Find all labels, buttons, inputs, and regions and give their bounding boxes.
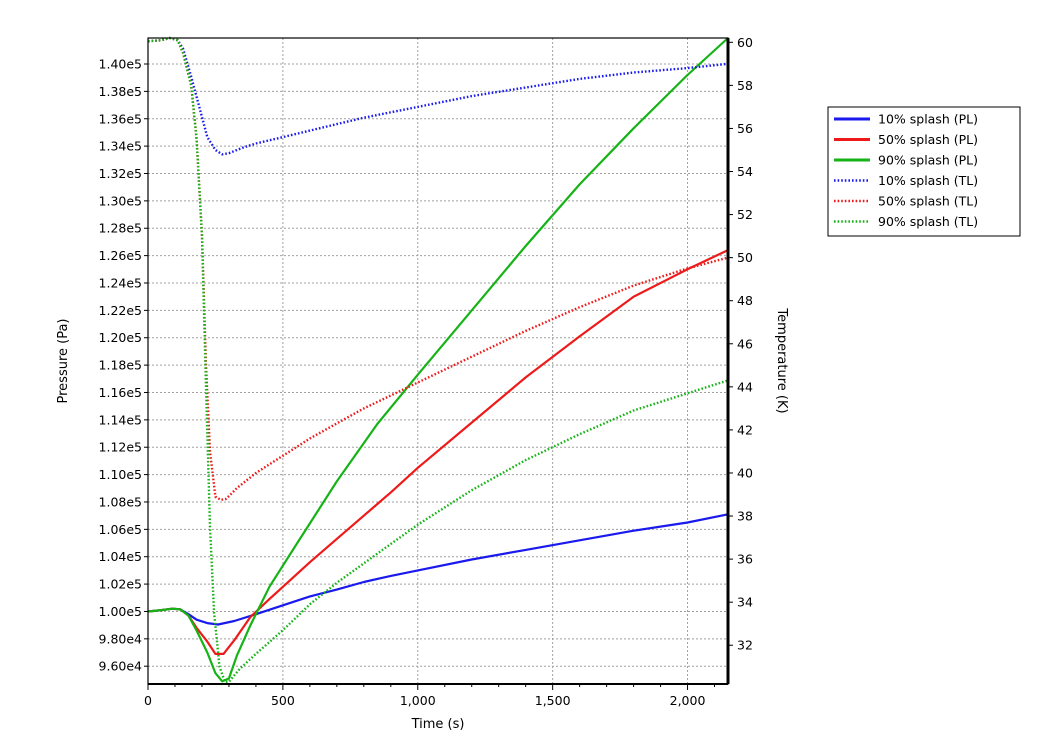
legend: 10% splash (PL) 50% splash (PL) 90% splash… bbox=[827, 106, 1021, 237]
y-tick-label: 1.16e5 bbox=[99, 385, 142, 400]
y2-tick-label: 54 bbox=[737, 164, 753, 179]
y-tick-label: 1.26e5 bbox=[99, 248, 142, 263]
y-tick-label: 1.18e5 bbox=[99, 358, 142, 373]
x-tick-label: 500 bbox=[271, 693, 295, 708]
y-tick-label: 1.14e5 bbox=[99, 412, 142, 427]
y-tick-label: 1.32e5 bbox=[99, 166, 142, 181]
legend-label-1: 10% splash (PL) bbox=[878, 112, 978, 127]
y-tick-label: 1.30e5 bbox=[99, 193, 142, 208]
series-line-6 bbox=[147, 36, 729, 683]
y-axis-title: Pressure (Pa) bbox=[56, 318, 71, 403]
y2-tick-label: 32 bbox=[737, 638, 753, 653]
y-tick-label: 9.80e4 bbox=[99, 631, 143, 646]
y2-tick-label: 48 bbox=[737, 293, 753, 308]
y2-tick-label: 38 bbox=[737, 509, 753, 524]
x-axis-title: Time (s) bbox=[411, 717, 465, 732]
x-tick-label: 1,500 bbox=[535, 693, 571, 708]
series-layer bbox=[147, 36, 729, 683]
y-tick-label: 1.36e5 bbox=[99, 111, 142, 126]
x-tick-label: 0 bbox=[144, 693, 152, 708]
y2-tick-label: 50 bbox=[737, 250, 753, 265]
y-tick-label: 1.38e5 bbox=[99, 84, 142, 99]
y-tick-label: 1.06e5 bbox=[99, 522, 142, 537]
x-tick-label: 1,000 bbox=[400, 693, 436, 708]
series-line-4 bbox=[147, 36, 729, 156]
y2-tick-label: 58 bbox=[737, 78, 753, 93]
y2-tick-label: 60 bbox=[737, 35, 753, 50]
y-tick-label: 1.28e5 bbox=[99, 221, 142, 236]
legend-label-3: 90% splash (PL) bbox=[878, 153, 978, 168]
y-tick-label: 1.12e5 bbox=[99, 440, 142, 455]
plot-background bbox=[148, 38, 728, 684]
plot-area bbox=[148, 38, 728, 684]
legend-label-5: 50% splash (TL) bbox=[878, 194, 978, 209]
y2-tick-label: 34 bbox=[737, 595, 753, 610]
grid-lines bbox=[148, 38, 728, 684]
legend-label-4: 10% splash (TL) bbox=[878, 173, 978, 188]
legend-label-2: 50% splash (PL) bbox=[878, 132, 978, 147]
x-tick-label: 2,000 bbox=[670, 693, 706, 708]
legend-label-6: 90% splash (TL) bbox=[878, 214, 978, 229]
y-tick-label: 1.34e5 bbox=[99, 139, 142, 154]
tick-labels: 0 500 1,000 1,500 2,000 9.60e4 9.80e4 1.00e5 1.0… bbox=[99, 35, 753, 708]
y-tick-label: 1.02e5 bbox=[99, 577, 142, 592]
y2-tick-label: 52 bbox=[737, 207, 753, 222]
legend-box bbox=[827, 106, 1021, 237]
y-tick-label: 1.00e5 bbox=[99, 604, 142, 619]
y2-tick-label: 44 bbox=[737, 379, 753, 394]
y2-tick-label: 42 bbox=[737, 422, 753, 437]
y-tick-label: 1.20e5 bbox=[99, 330, 142, 345]
y2-tick-label: 46 bbox=[737, 336, 753, 351]
y2-axis-title: Temperature (K) bbox=[774, 307, 789, 413]
y-tick-label: 1.22e5 bbox=[99, 303, 142, 318]
y-tick-label: 1.08e5 bbox=[99, 494, 142, 509]
y2-tick-label: 56 bbox=[737, 121, 753, 136]
series-line-3 bbox=[147, 37, 729, 683]
y-tick-label: 1.40e5 bbox=[99, 57, 142, 72]
y2-tick-label: 36 bbox=[737, 552, 753, 567]
y-tick-label: 1.10e5 bbox=[99, 467, 142, 482]
axes bbox=[144, 37, 733, 690]
y-tick-label: 1.04e5 bbox=[99, 549, 142, 564]
y2-tick-label: 40 bbox=[737, 465, 753, 480]
y-tick-label: 9.60e4 bbox=[99, 659, 143, 674]
y-tick-label: 1.24e5 bbox=[99, 275, 142, 290]
